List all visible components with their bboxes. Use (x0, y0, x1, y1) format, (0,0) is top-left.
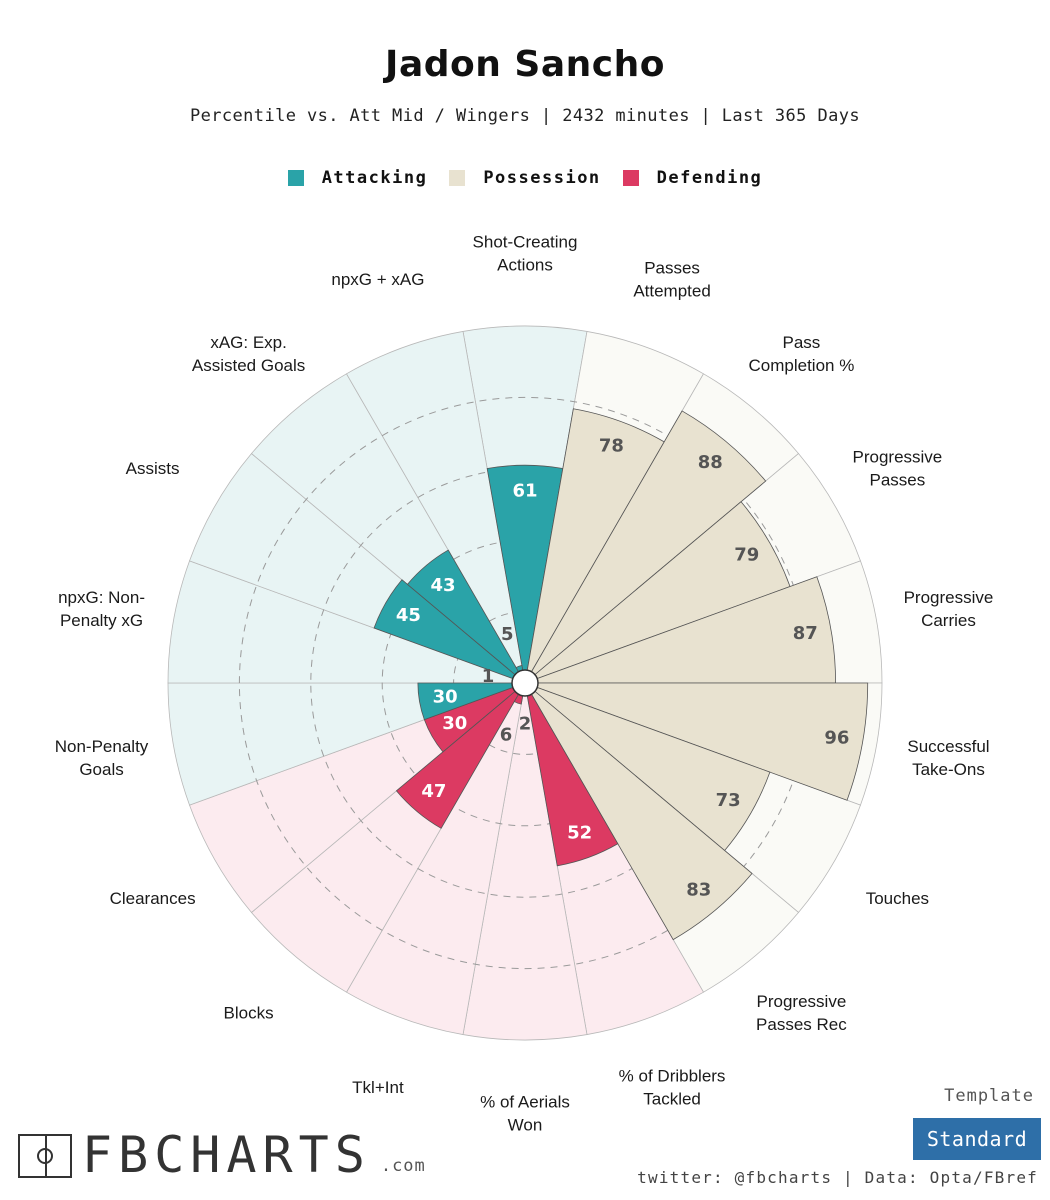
pitch-icon (18, 1134, 72, 1178)
value-label: 79 (734, 544, 759, 565)
category-label: Non-Penalty Goals (55, 737, 149, 779)
category-label: xAG: Exp. Assisted Goals (192, 333, 305, 375)
legend-item-defending: Defending (622, 168, 763, 188)
value-label: 5 (501, 624, 514, 645)
value-label: 1 (482, 666, 495, 687)
value-label: 78 (599, 435, 624, 456)
bar-attacking (417, 682, 526, 721)
bar-defending (395, 682, 526, 829)
category-label: Progressive Carries (904, 587, 994, 629)
legend-swatch-defending (622, 170, 639, 186)
value-label: 45 (396, 605, 421, 626)
legend-label-possession: Possession (483, 168, 601, 188)
category-label: % of Aerials Won (480, 1092, 570, 1134)
value-label: 87 (793, 623, 818, 644)
logo-suffix: .com (380, 1156, 426, 1176)
bar-possession (524, 410, 767, 684)
category-label: Progressive Passes Rec (756, 991, 847, 1033)
category-label: Clearances (110, 889, 196, 908)
category-label: Progressive Passes (853, 447, 943, 489)
value-label: 88 (698, 452, 723, 473)
bar-possession (524, 682, 753, 941)
category-label: npxG + xAG (331, 269, 424, 288)
category-label: Successful Take-Ons (907, 737, 989, 779)
value-label: 6 (500, 725, 513, 746)
footer-credit: twitter: @fbcharts | Data: Opta/FBref (637, 1168, 1038, 1187)
legend-label-defending: Defending (656, 168, 763, 188)
category-label: % of Dribblers Tackled (619, 1066, 726, 1108)
category-label: Tkl+Int (352, 1078, 404, 1097)
logo-text: FBCHARTS (82, 1126, 371, 1184)
value-label: 2 (519, 714, 532, 735)
fbcharts-logo: FBCHARTS .com (18, 1126, 426, 1184)
value-label: 43 (431, 575, 456, 596)
chart-title: Jadon Sancho (385, 44, 665, 85)
legend-item-possession: Possession (449, 168, 600, 188)
value-label: 30 (433, 687, 458, 708)
value-label: 83 (686, 880, 711, 901)
value-label: 61 (512, 481, 537, 502)
bar-defending (524, 682, 619, 867)
legend-item-attacking: Attacking (287, 168, 428, 188)
value-label: 30 (442, 713, 467, 734)
value-label: 73 (716, 790, 741, 811)
category-label: Pass Completion % (748, 333, 854, 375)
template-badge: Standard (913, 1118, 1041, 1160)
category-label: Assists (126, 459, 180, 478)
category-label: Blocks (224, 1003, 274, 1022)
value-label: 47 (421, 781, 446, 802)
legend-label-attacking: Attacking (321, 168, 428, 188)
bar-attacking (406, 549, 526, 684)
category-label: Shot-Creating Actions (473, 232, 578, 274)
value-label: 52 (567, 823, 592, 844)
value-label: 96 (824, 727, 849, 748)
sector-background (345, 330, 526, 684)
center-hole (511, 669, 539, 697)
chart-subtitle: Percentile vs. Att Mid / Wingers | 2432 … (190, 106, 860, 126)
category-label: Touches (866, 889, 929, 908)
category-label: npxG: Non-Penalty xG (58, 587, 145, 629)
legend: Attacking Possession Defending (0, 168, 1050, 188)
bar-attacking (373, 579, 526, 684)
template-label: Template (944, 1086, 1034, 1106)
bar-possession (524, 682, 869, 801)
legend-swatch-attacking (287, 170, 304, 186)
category-label: Passes Attempted (633, 258, 711, 300)
legend-swatch-possession (449, 170, 466, 186)
